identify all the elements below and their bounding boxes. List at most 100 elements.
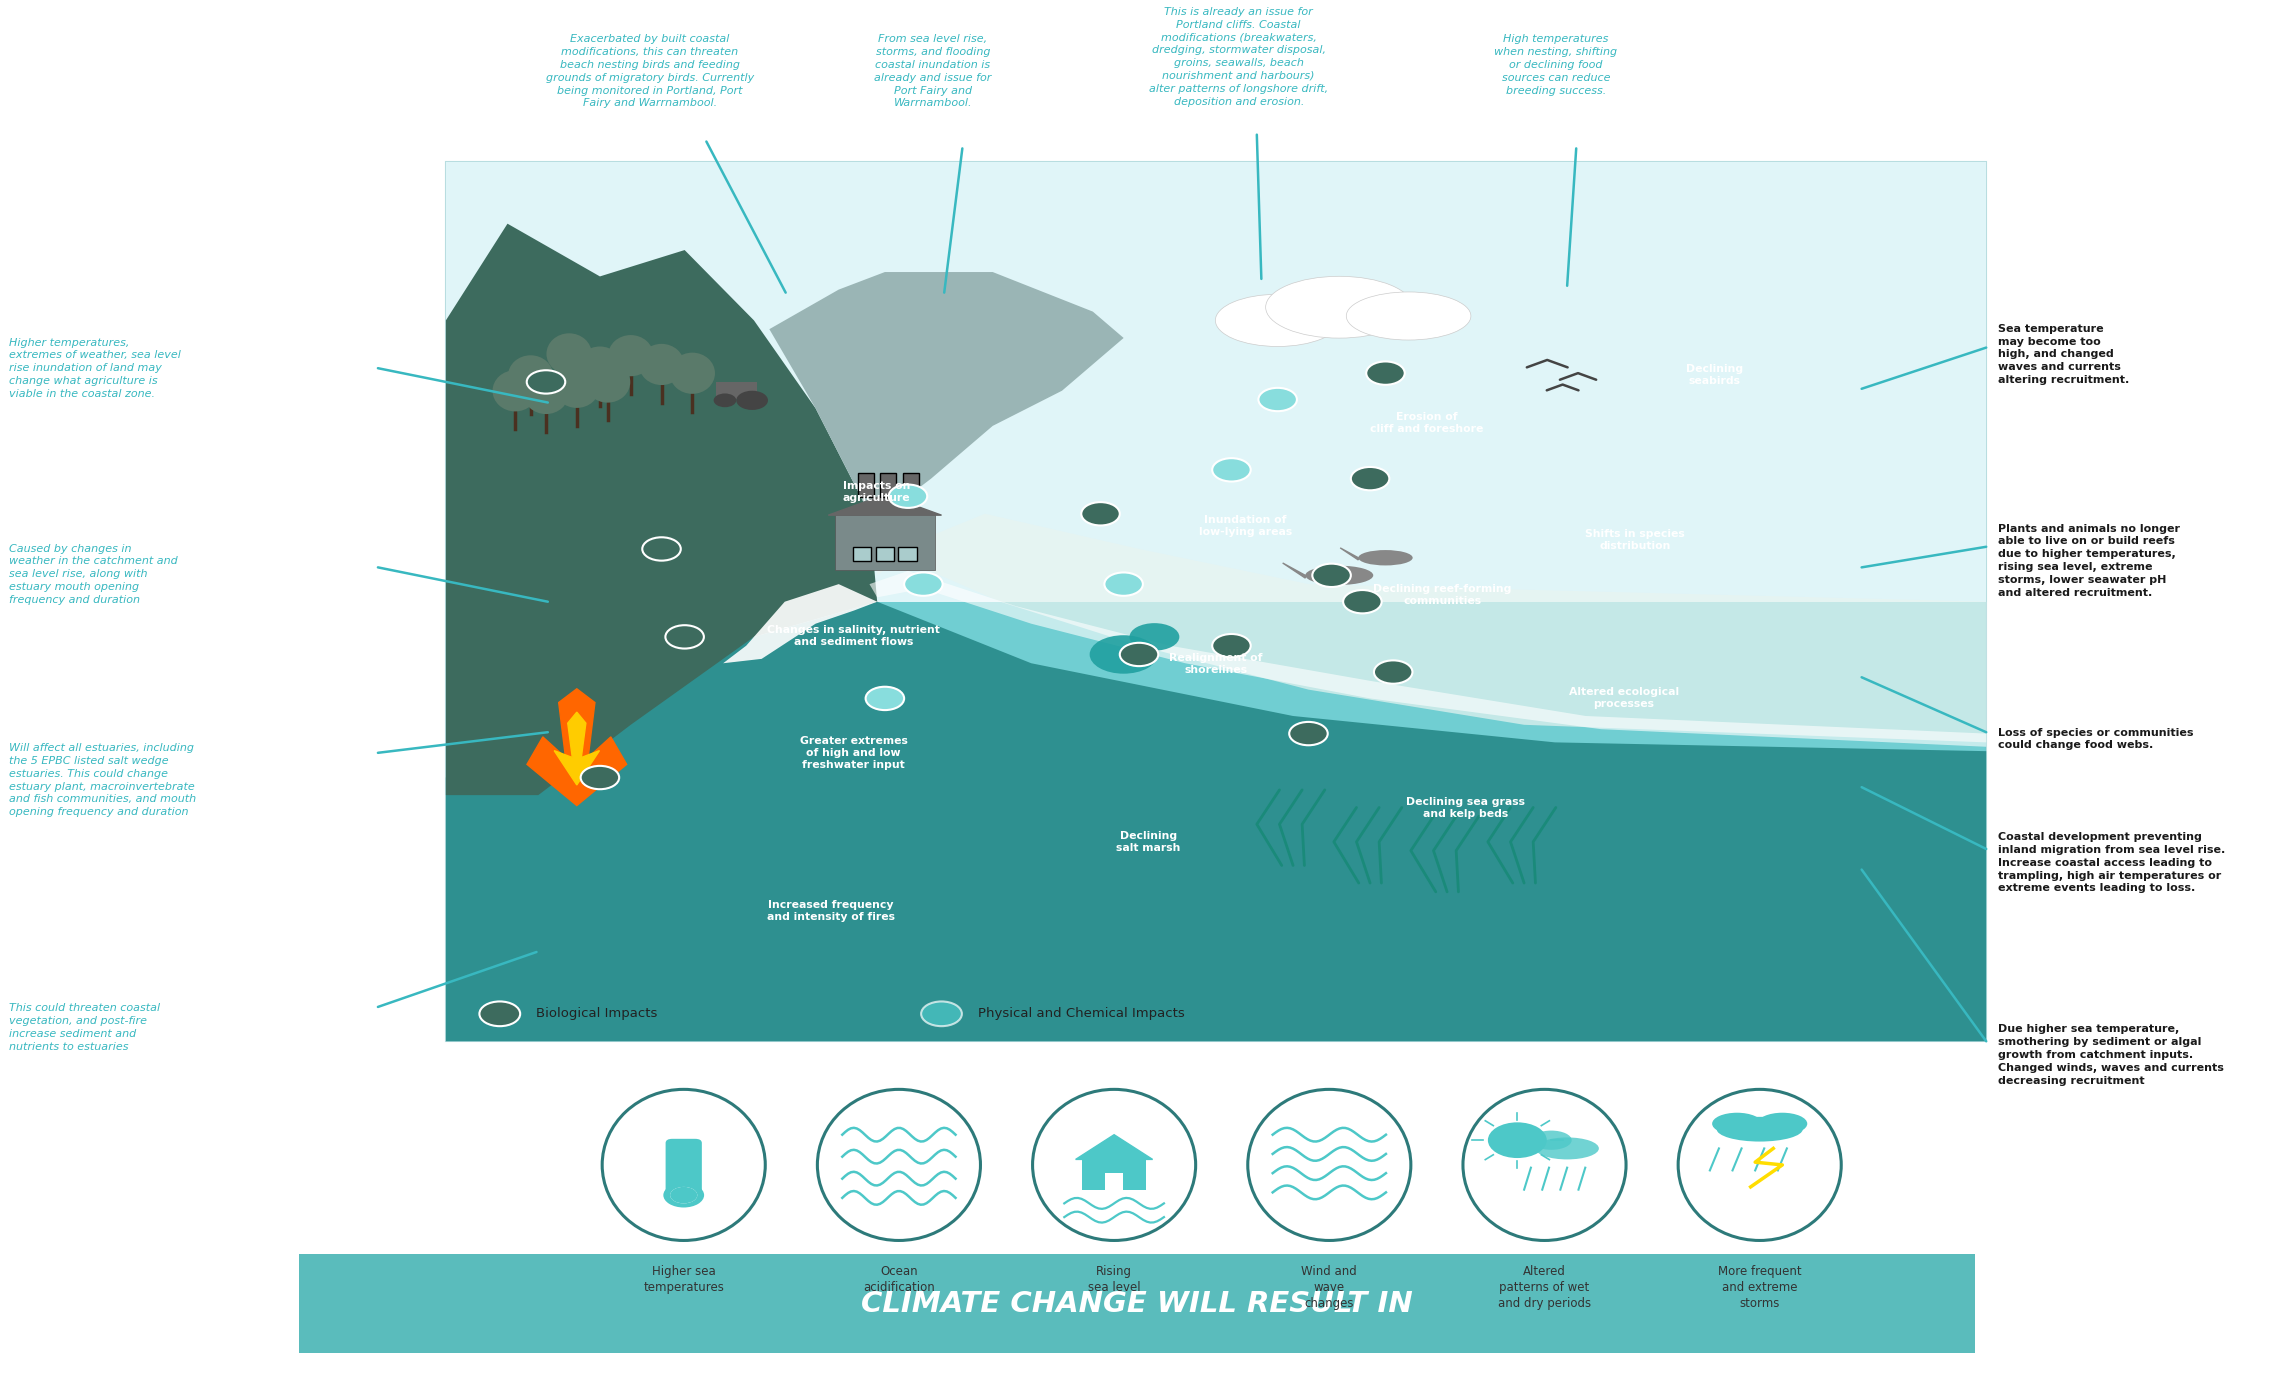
Polygon shape bbox=[828, 495, 940, 515]
Polygon shape bbox=[723, 585, 876, 663]
Circle shape bbox=[643, 538, 682, 561]
FancyBboxPatch shape bbox=[853, 547, 872, 561]
Text: Declining
seabirds: Declining seabirds bbox=[1686, 363, 1743, 386]
FancyBboxPatch shape bbox=[300, 1255, 1975, 1353]
Circle shape bbox=[1288, 721, 1327, 745]
Text: Loss of species or communities
could change food webs.: Loss of species or communities could cha… bbox=[1997, 728, 2192, 750]
Text: High temperatures
when nesting, shifting
or declining food
sources can reduce
br: High temperatures when nesting, shifting… bbox=[1494, 35, 1618, 95]
Ellipse shape bbox=[524, 373, 570, 415]
Text: Inundation of
low-lying areas: Inundation of low-lying areas bbox=[1199, 515, 1293, 538]
Circle shape bbox=[865, 687, 904, 710]
Polygon shape bbox=[446, 224, 876, 1041]
Ellipse shape bbox=[1032, 1089, 1197, 1241]
FancyBboxPatch shape bbox=[666, 1139, 702, 1200]
Text: Will affect all estuaries, including
the 5 EPBC listed salt wedge
estuaries. Thi: Will affect all estuaries, including the… bbox=[9, 744, 197, 817]
Text: Rising
sea level: Rising sea level bbox=[1087, 1265, 1139, 1294]
FancyBboxPatch shape bbox=[858, 473, 874, 498]
Text: Changes in salinity, nutrient
and sediment flows: Changes in salinity, nutrient and sedime… bbox=[766, 625, 940, 647]
FancyBboxPatch shape bbox=[876, 547, 895, 561]
Polygon shape bbox=[554, 712, 599, 785]
Polygon shape bbox=[446, 162, 1986, 601]
Text: Declining reef-forming
communities: Declining reef-forming communities bbox=[1373, 583, 1512, 605]
FancyBboxPatch shape bbox=[835, 515, 936, 571]
Text: Higher temperatures,
extremes of weather, sea level
rise inundation of land may
: Higher temperatures, extremes of weather… bbox=[9, 337, 181, 399]
Polygon shape bbox=[1075, 1135, 1153, 1159]
Text: Impacts on
agriculture: Impacts on agriculture bbox=[842, 481, 911, 503]
Circle shape bbox=[1258, 388, 1297, 412]
FancyBboxPatch shape bbox=[899, 547, 917, 561]
Circle shape bbox=[480, 1002, 519, 1027]
Ellipse shape bbox=[1345, 292, 1471, 340]
Polygon shape bbox=[769, 272, 1123, 514]
FancyBboxPatch shape bbox=[904, 473, 920, 498]
Ellipse shape bbox=[1677, 1089, 1842, 1241]
Ellipse shape bbox=[547, 333, 593, 375]
Circle shape bbox=[1313, 564, 1350, 587]
Text: Realignment of
shorelines: Realignment of shorelines bbox=[1169, 652, 1263, 674]
Ellipse shape bbox=[1716, 1117, 1803, 1142]
FancyBboxPatch shape bbox=[881, 473, 897, 498]
Circle shape bbox=[1119, 643, 1158, 666]
Circle shape bbox=[526, 370, 565, 394]
Ellipse shape bbox=[508, 355, 554, 397]
Ellipse shape bbox=[609, 334, 654, 376]
Circle shape bbox=[1105, 572, 1144, 596]
Circle shape bbox=[1366, 362, 1405, 384]
Text: CLIMATE CHANGE WILL RESULT IN: CLIMATE CHANGE WILL RESULT IN bbox=[860, 1289, 1412, 1317]
Polygon shape bbox=[876, 601, 1986, 1041]
Circle shape bbox=[666, 625, 705, 648]
Ellipse shape bbox=[1711, 1113, 1762, 1135]
Text: Declining
salt marsh: Declining salt marsh bbox=[1117, 831, 1181, 853]
Circle shape bbox=[1213, 634, 1252, 658]
Ellipse shape bbox=[554, 366, 599, 408]
Text: More frequent
and extreme
storms: More frequent and extreme storms bbox=[1718, 1265, 1801, 1310]
Ellipse shape bbox=[1304, 565, 1373, 585]
Circle shape bbox=[904, 572, 943, 596]
Circle shape bbox=[1343, 590, 1382, 614]
Circle shape bbox=[1082, 502, 1119, 525]
Ellipse shape bbox=[602, 1089, 764, 1241]
Text: From sea level rise,
storms, and flooding
coastal inundation is
already and issu: From sea level rise, storms, and floodin… bbox=[874, 35, 991, 108]
Ellipse shape bbox=[1130, 623, 1178, 651]
Circle shape bbox=[670, 1187, 698, 1204]
Circle shape bbox=[714, 394, 737, 408]
Circle shape bbox=[1350, 467, 1389, 491]
FancyBboxPatch shape bbox=[1105, 1173, 1123, 1190]
Ellipse shape bbox=[638, 344, 684, 386]
Ellipse shape bbox=[1757, 1113, 1808, 1135]
Circle shape bbox=[1213, 459, 1252, 481]
FancyBboxPatch shape bbox=[446, 162, 1986, 1041]
Ellipse shape bbox=[1089, 636, 1158, 673]
Text: Caused by changes in
weather in the catchment and
sea level rise, along with
est: Caused by changes in weather in the catc… bbox=[9, 543, 178, 605]
Text: Higher sea
temperatures: Higher sea temperatures bbox=[643, 1265, 725, 1294]
Text: Wind and
wave
changes: Wind and wave changes bbox=[1302, 1265, 1357, 1310]
Circle shape bbox=[664, 1183, 705, 1208]
Polygon shape bbox=[1341, 547, 1359, 560]
Circle shape bbox=[670, 1187, 698, 1204]
Ellipse shape bbox=[1247, 1089, 1412, 1241]
Text: Shifts in species
distribution: Shifts in species distribution bbox=[1586, 529, 1684, 551]
Text: Altered ecological
processes: Altered ecological processes bbox=[1570, 687, 1679, 709]
Polygon shape bbox=[1284, 562, 1304, 578]
Circle shape bbox=[888, 485, 927, 509]
Text: This is already an issue for
Portland cliffs. Coastal
modifications (breakwaters: This is already an issue for Portland cl… bbox=[1149, 7, 1329, 106]
Text: Declining sea grass
and kelp beds: Declining sea grass and kelp beds bbox=[1405, 797, 1524, 818]
Text: This could threaten coastal
vegetation, and post-fire
increase sediment and
nutr: This could threaten coastal vegetation, … bbox=[9, 1003, 160, 1052]
Circle shape bbox=[1373, 661, 1412, 684]
Polygon shape bbox=[446, 601, 1986, 1041]
Text: Due higher sea temperature,
smothering by sediment or algal
growth from catchmen: Due higher sea temperature, smothering b… bbox=[1997, 1024, 2224, 1086]
Ellipse shape bbox=[670, 352, 714, 394]
Text: Exacerbated by built coastal
modifications, this can threaten
beach nesting bird: Exacerbated by built coastal modificatio… bbox=[545, 35, 753, 108]
Text: Plants and animals no longer
able to live on or build reefs
due to higher temper: Plants and animals no longer able to liv… bbox=[1997, 524, 2180, 597]
Circle shape bbox=[922, 1002, 961, 1027]
Ellipse shape bbox=[1215, 294, 1341, 347]
Polygon shape bbox=[876, 514, 1986, 742]
Circle shape bbox=[737, 391, 769, 410]
Polygon shape bbox=[869, 571, 1986, 746]
Ellipse shape bbox=[577, 347, 622, 388]
Text: Biological Impacts: Biological Impacts bbox=[535, 1007, 657, 1020]
FancyBboxPatch shape bbox=[1082, 1159, 1146, 1190]
Text: Ocean
acidification: Ocean acidification bbox=[863, 1265, 936, 1294]
Ellipse shape bbox=[1359, 550, 1412, 565]
Ellipse shape bbox=[586, 362, 629, 402]
